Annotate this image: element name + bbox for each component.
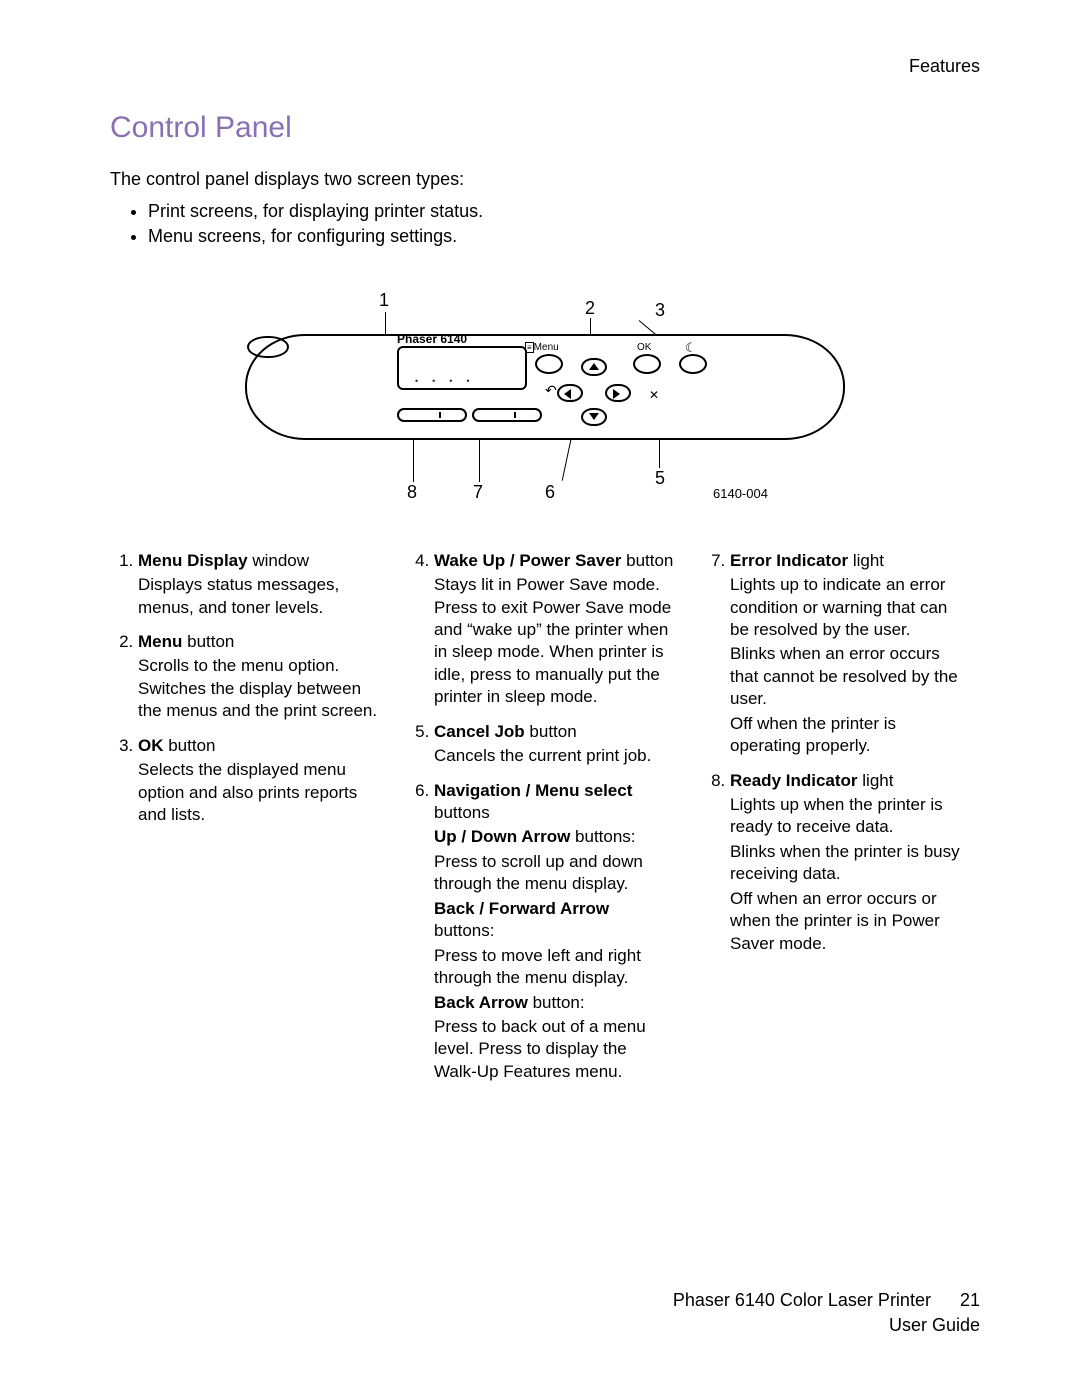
description-columns: Menu Display window Displays status mess…: [110, 550, 980, 1096]
list-item: Menu Display window Displays status mess…: [138, 550, 378, 619]
arrow-down-icon: [589, 413, 599, 420]
list-item: Cancel Job button Cancels the current pr…: [434, 721, 674, 768]
section-title: Control Panel: [110, 111, 980, 145]
display-dots: • • • •: [415, 376, 473, 386]
callout-5: 5: [655, 468, 665, 489]
item-text: Off when an error occurs or when the pri…: [730, 888, 970, 955]
item-text: Blinks when an error occurs that cannot …: [730, 643, 970, 710]
page: Features Control Panel The control panel…: [0, 0, 1080, 1397]
cancel-icon: ✕: [649, 388, 659, 402]
item-subhead: Back Arrow button:: [434, 992, 674, 1014]
item-text: Blinks when the printer is busy receivin…: [730, 841, 970, 886]
list-item: Navigation / Menu select buttons Up / Do…: [434, 780, 674, 1084]
item-text: Scrolls to the menu option. Switches the…: [138, 655, 378, 722]
intro-bullets: Print screens, for displaying printer st…: [110, 199, 980, 249]
callout-7: 7: [473, 482, 483, 503]
item-text: Stays lit in Power Save mode. Press to e…: [434, 574, 674, 709]
ready-indicator-light: [472, 408, 542, 422]
running-header: Features: [909, 56, 980, 77]
list-item: Ready Indicator light Lights up when the…: [730, 770, 970, 956]
list-item: OK button Selects the displayed menu opt…: [138, 735, 378, 827]
control-panel-figure: 1 2 3 4 5 6 7 8 Phaser 6140 • • • • ≡Men…: [235, 290, 855, 510]
footer-doc-title: User Guide: [673, 1313, 980, 1337]
page-number: 21: [960, 1288, 980, 1312]
item-text: Selects the displayed menu option and al…: [138, 759, 378, 826]
ok-button-label: OK: [637, 342, 651, 353]
figure-code: 6140-004: [713, 486, 768, 501]
item-text: Lights up to indicate an error condition…: [730, 574, 970, 641]
callout-8: 8: [407, 482, 417, 503]
list-item: Menu button Scrolls to the menu option. …: [138, 631, 378, 723]
column-1: Menu Display window Displays status mess…: [110, 550, 378, 1096]
item-text: Displays status messages, menus, and ton…: [138, 574, 378, 619]
column-3: Error Indicator light Lights up to indic…: [702, 550, 970, 1096]
page-footer: Phaser 6140 Color Laser Printer 21 User …: [673, 1288, 980, 1337]
menu-button-label: ≡Menu: [525, 342, 559, 353]
callout-1: 1: [379, 290, 389, 311]
item-text: Press to move left and right through the…: [434, 945, 674, 990]
bullet-item: Menu screens, for configuring settings.: [148, 224, 980, 249]
figure-container: 1 2 3 4 5 6 7 8 Phaser 6140 • • • • ≡Men…: [110, 290, 980, 510]
column-2: Wake Up / Power Saver button Stays lit i…: [406, 550, 674, 1096]
ok-button[interactable]: [633, 354, 661, 374]
wake-up-button[interactable]: [679, 354, 707, 374]
callout-6: 6: [545, 482, 555, 503]
item-subhead: Back / Forward Arrow buttons:: [434, 898, 674, 943]
arrow-left-icon: [564, 389, 571, 399]
item-text: Press to back out of a menu level. Press…: [434, 1016, 674, 1083]
callout-2: 2: [585, 298, 595, 319]
intro-text: The control panel displays two screen ty…: [110, 167, 980, 191]
bullet-item: Print screens, for displaying printer st…: [148, 199, 980, 224]
footer-product: Phaser 6140 Color Laser Printer: [673, 1290, 931, 1310]
cancel-job-button[interactable]: [247, 336, 289, 358]
list-item: Wake Up / Power Saver button Stays lit i…: [434, 550, 674, 709]
item-text: Cancels the current print job.: [434, 745, 674, 767]
callout-3: 3: [655, 300, 665, 321]
leader: [639, 320, 656, 335]
device-label: Phaser 6140: [397, 332, 467, 346]
item-subhead: Up / Down Arrow buttons:: [434, 826, 674, 848]
arrow-right-icon: [613, 389, 620, 399]
arrow-up-icon: [589, 363, 599, 370]
back-arrow-icon: ↶: [545, 382, 557, 399]
panel-body: Phaser 6140 • • • • ≡Menu OK ☾: [245, 334, 845, 440]
item-text: Press to scroll up and down through the …: [434, 851, 674, 896]
item-text: Lights up when the printer is ready to r…: [730, 794, 970, 839]
item-text: Off when the printer is operating proper…: [730, 713, 970, 758]
list-item: Error Indicator light Lights up to indic…: [730, 550, 970, 758]
error-indicator-light: [397, 408, 467, 422]
navigation-cluster: [559, 364, 629, 426]
